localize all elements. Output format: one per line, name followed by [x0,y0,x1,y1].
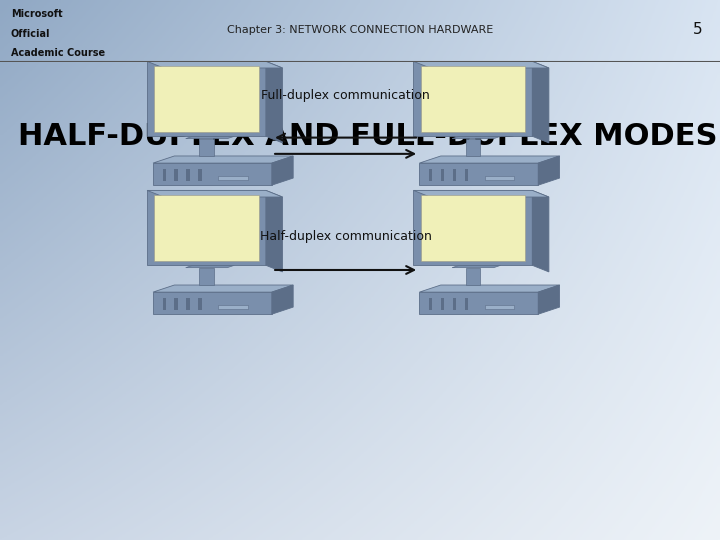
Bar [485,305,515,309]
Polygon shape [266,62,282,143]
Bar [441,298,444,310]
Bar [453,168,456,181]
Text: Chapter 3: NETWORK CONNECTION HARDWARE: Chapter 3: NETWORK CONNECTION HARDWARE [227,25,493,35]
Polygon shape [147,62,282,68]
Polygon shape [153,163,271,185]
Bar [174,298,178,310]
Bar [218,305,248,309]
Bar [464,298,468,310]
Bar [186,298,190,310]
Text: Microsoft: Microsoft [11,9,63,19]
Bar [218,176,248,180]
Bar [429,168,433,181]
Polygon shape [419,163,539,185]
Bar [485,176,515,180]
Polygon shape [199,268,214,285]
Polygon shape [153,292,271,314]
Polygon shape [413,62,532,136]
Polygon shape [420,66,525,132]
Bar [464,168,468,181]
Polygon shape [539,156,559,185]
Bar [198,168,202,181]
Polygon shape [271,156,293,185]
Polygon shape [419,156,559,163]
Polygon shape [199,139,214,156]
Polygon shape [466,268,480,285]
Polygon shape [153,285,293,292]
Polygon shape [266,191,282,272]
Bar [198,298,202,310]
Polygon shape [154,195,258,261]
Text: 5: 5 [693,22,702,37]
Polygon shape [153,156,293,163]
Polygon shape [413,191,549,197]
Bar [186,168,190,181]
Text: Half-duplex communication: Half-duplex communication [260,230,431,243]
Polygon shape [186,136,235,139]
Polygon shape [271,285,293,314]
Polygon shape [466,139,480,156]
Bar [163,168,166,181]
Polygon shape [413,62,549,68]
Polygon shape [147,62,266,136]
Text: HALF-DUPLEX AND FULL-DUPLEX MODES: HALF-DUPLEX AND FULL-DUPLEX MODES [18,122,718,151]
Bar [163,298,166,310]
Polygon shape [419,285,559,292]
Text: Academic Course: Academic Course [11,48,105,58]
Bar [174,168,178,181]
Polygon shape [154,66,258,132]
Bar [429,298,433,310]
Bar [441,168,444,181]
Polygon shape [419,292,539,314]
Polygon shape [147,191,282,197]
Polygon shape [539,285,559,314]
Polygon shape [186,265,235,268]
Polygon shape [452,136,501,139]
Text: Full-duplex communication: Full-duplex communication [261,89,430,102]
Polygon shape [532,191,549,272]
Polygon shape [147,191,266,265]
Polygon shape [452,265,501,268]
Text: Official: Official [11,29,50,38]
Polygon shape [532,62,549,143]
Polygon shape [413,191,532,265]
Polygon shape [420,195,525,261]
Bar [453,298,456,310]
